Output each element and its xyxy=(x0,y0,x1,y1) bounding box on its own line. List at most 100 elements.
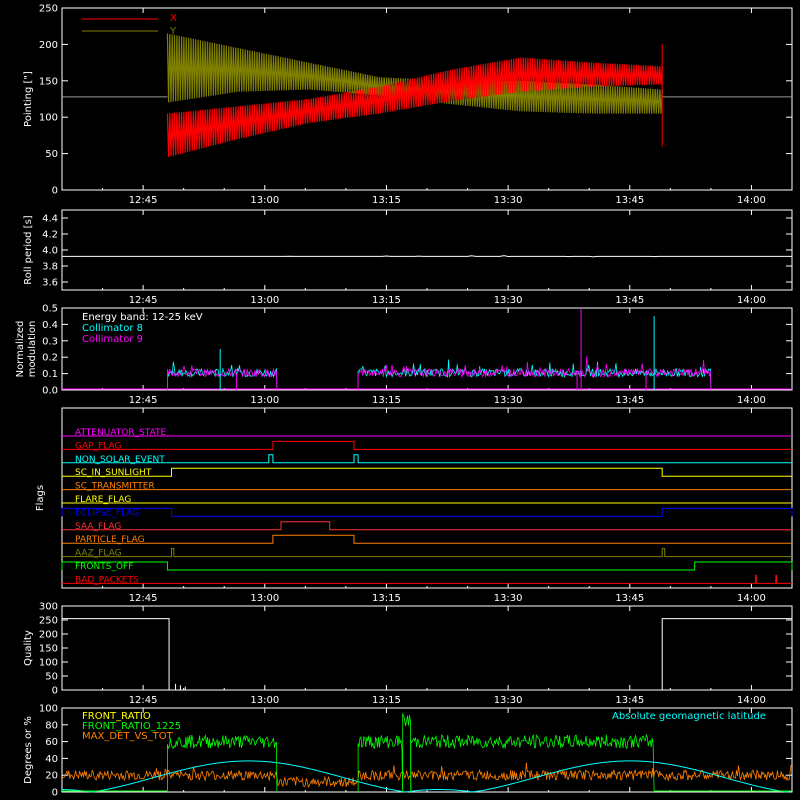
flag-line-aaz_flag xyxy=(62,548,792,558)
pointing-xtick-label: 14:00 xyxy=(737,195,766,206)
flags-frame xyxy=(61,407,793,589)
modulation-legend: Energy band: 12-25 keV Collimator 8 Coll… xyxy=(82,312,203,345)
modulation-xtick-label: 12:45 xyxy=(129,395,158,406)
modulation-xtick-label: 13:30 xyxy=(494,395,523,406)
quality-series xyxy=(62,618,792,691)
quality-ylabel: Quality xyxy=(23,630,34,666)
flags-xtick-label: 13:15 xyxy=(372,593,401,604)
ratios-series-geomagnetic-latitude xyxy=(61,760,789,793)
quality-ytick-label: 0 xyxy=(52,686,58,697)
roll-xtick-label: 13:15 xyxy=(372,295,401,306)
legend-x-label: X xyxy=(170,13,177,24)
quality-xtick-label: 12:45 xyxy=(129,695,158,706)
pointing-series-y xyxy=(166,33,663,114)
legend-energy-band: Energy band: 12-25 keV xyxy=(82,312,203,323)
quality-ytick-label: 100 xyxy=(39,658,58,669)
pointing-xtick-label: 13:15 xyxy=(372,195,401,206)
roll-ytick-label: 4.2 xyxy=(42,230,58,241)
flag-label-flare_flag: FLARE_FLAG xyxy=(75,495,131,505)
quality-ytick-label: 150 xyxy=(39,644,58,655)
flag-line-fronts_off xyxy=(61,561,793,571)
flag-line-eclipse_flag xyxy=(61,507,793,517)
pointing-xtick-label: 13:00 xyxy=(250,195,279,206)
ratios-legend: FRONT_RATIO FRONT_RATIO_1225 MAX_DET_VS_… xyxy=(82,711,766,742)
quality-ytick-label: 250 xyxy=(39,616,58,627)
roll-xtick-label: 12:45 xyxy=(129,295,158,306)
ratios-series-max-det-vs-tot xyxy=(61,762,792,789)
legend-max-det-vs-tot: MAX_DET_VS_TOT xyxy=(82,731,174,742)
flag-label-sc_transmitter: SC_TRANSMITTER xyxy=(75,482,155,492)
roll-xtick-label: 13:45 xyxy=(615,295,644,306)
roll-frame xyxy=(61,209,793,291)
chart-marks: 12:45 13:00 13:15 13:30 13:45 14:00 12:45 13:00… xyxy=(39,4,793,799)
modulation-ytick-label: 0.5 xyxy=(42,304,58,315)
roll-xtick-label: 14:00 xyxy=(737,295,766,306)
flags-xtick-label: 13:45 xyxy=(615,593,644,604)
ratios-series-front-ratio-1225 xyxy=(167,733,278,793)
flag-line-bad_packets xyxy=(62,574,792,584)
flags-xtick-label: 13:30 xyxy=(494,593,523,604)
ratios-ytick-label: 80 xyxy=(45,720,58,731)
flag-line-gap_flag xyxy=(62,440,792,450)
roll-xtick-label: 13:00 xyxy=(250,295,279,306)
quality-ytick-label: 50 xyxy=(45,672,58,683)
roll-ytick-label: 4.0 xyxy=(42,246,58,257)
modulation-xtick-label: 13:45 xyxy=(615,395,644,406)
flags-xtick-label: 13:00 xyxy=(250,593,279,604)
quality-xtick-label: 13:45 xyxy=(615,695,644,706)
flag-line-non_solar_event xyxy=(62,454,792,464)
pointing-ytick-label: 0 xyxy=(52,186,58,197)
quality-xtick-label: 13:00 xyxy=(250,695,279,706)
legend-geomagnetic-latitude: Absolute geomagnetic latitude xyxy=(612,711,766,722)
pointing-ytick-label: 100 xyxy=(39,113,58,124)
legend-collimator-9: Collimator 9 xyxy=(82,334,143,345)
flag-label-attenuator_state: ATTENUATOR_STATE xyxy=(75,428,167,438)
legend-front-ratio-1225: FRONT_RATIO_1225 xyxy=(82,721,181,732)
modulation-ylabel-line2: modulation xyxy=(27,321,38,378)
flag-label-bad_packets: BAD_PACKETS xyxy=(75,575,139,585)
roll-ylabel: Roll period [s] xyxy=(23,215,34,284)
ratios-series-front-ratio-1225 xyxy=(402,712,412,793)
ratios-ylabel: Degrees or % xyxy=(23,716,34,784)
modulation-xtick-label: 13:00 xyxy=(250,395,279,406)
quality-xtick-label: 14:00 xyxy=(737,695,766,706)
pointing-legend: X Y xyxy=(82,13,177,37)
legend-front-ratio: FRONT_RATIO xyxy=(82,711,151,722)
quality-xtick-label: 13:30 xyxy=(494,695,523,706)
flag-label-sc_in_sunlight: SC_IN_SUNLIGHT xyxy=(75,468,152,478)
ratios-ytick-label: 60 xyxy=(45,737,58,748)
modulation-series-collimator-8 xyxy=(357,359,712,391)
roll-xtick-label: 13:30 xyxy=(494,295,523,306)
legend-y-label: Y xyxy=(169,26,177,37)
ratios-ytick-label: 0 xyxy=(52,788,58,799)
flag-line-sc_in_sunlight xyxy=(62,467,792,477)
pointing-ytick-label: 200 xyxy=(39,40,58,51)
flag-label-gap_flag: GAP_FLAG xyxy=(75,441,121,451)
legend-collimator-8: Collimator 8 xyxy=(82,323,143,334)
roll-ytick-label: 4.4 xyxy=(42,214,58,225)
modulation-ytick-label: 0.1 xyxy=(42,369,58,380)
modulation-ytick-label: 0.0 xyxy=(42,386,58,397)
quality-xtick-label: 13:15 xyxy=(372,695,401,706)
flags-xtick-label: 12:45 xyxy=(129,593,158,604)
quality-ytick-label: 200 xyxy=(39,630,58,641)
flag-label-saa_flag: SAA_FLAG xyxy=(75,522,121,532)
ratios-ytick-label: 40 xyxy=(45,754,58,765)
modulation-series-collimator-9 xyxy=(357,356,712,391)
pointing-series-x xyxy=(166,57,663,157)
quality-ytick-label: 300 xyxy=(39,602,58,613)
ratios-series-front-ratio-1225 xyxy=(357,734,404,793)
flag-line-particle_flag xyxy=(62,534,792,544)
pointing-ytick-label: 150 xyxy=(39,76,58,87)
flags-ylabel: Flags xyxy=(35,485,46,511)
modulation-ytick-label: 0.4 xyxy=(42,320,58,331)
modulation-ylabel-line1: Normalized xyxy=(15,321,26,378)
flag-label-particle_flag: PARTICLE_FLAG xyxy=(75,535,145,545)
pointing-xtick-label: 13:30 xyxy=(494,195,523,206)
pointing-ytick-label: 250 xyxy=(39,4,58,15)
modulation-xtick-label: 14:00 xyxy=(737,395,766,406)
roll-ytick-label: 3.6 xyxy=(42,278,58,289)
pointing-ylabel: Pointing ["] xyxy=(23,71,34,127)
